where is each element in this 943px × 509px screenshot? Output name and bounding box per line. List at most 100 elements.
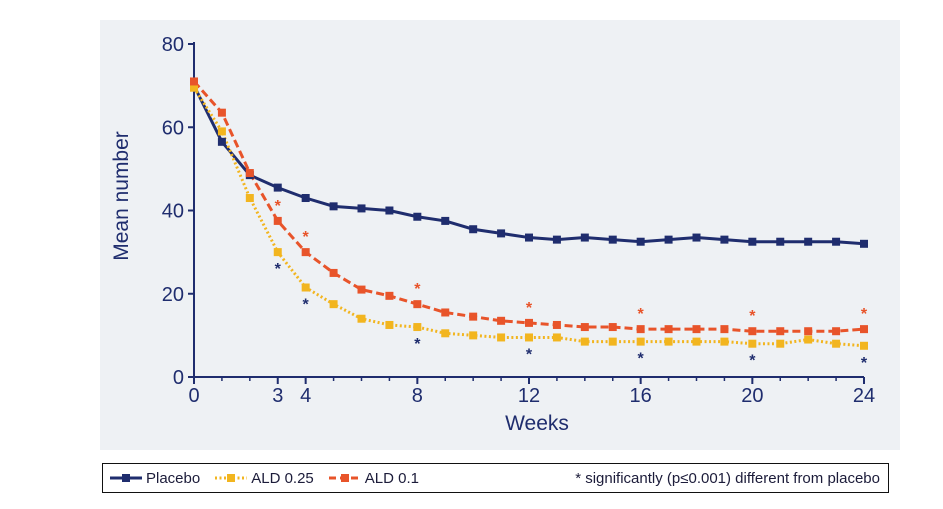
series-point-0 [469, 225, 478, 234]
series-point-2 [608, 323, 617, 332]
x-tick-label: 12 [518, 385, 540, 407]
y-tick-label: 40 [162, 201, 184, 223]
series-point-1 [552, 333, 561, 342]
series-point-1 [301, 283, 310, 292]
series-point-1 [664, 337, 673, 346]
series-point-1 [329, 300, 338, 309]
series-point-2 [469, 312, 478, 321]
significance-star-ald-025: * [414, 336, 421, 353]
series-point-2 [357, 285, 366, 294]
series-point-2 [385, 291, 394, 300]
series-point-1 [692, 337, 701, 346]
series-point-0 [497, 229, 506, 238]
series-point-0 [580, 233, 589, 242]
y-tick-label: 60 [162, 117, 184, 139]
series-point-0 [608, 235, 617, 244]
y-axis-label: Mean number [110, 131, 133, 261]
series-point-1 [608, 337, 617, 346]
significance-star-ald-025: * [275, 261, 282, 278]
series-point-0 [441, 216, 450, 225]
series-point-1 [441, 329, 450, 338]
series-line-0 [192, 84, 865, 246]
significance-star-ald-01: * [526, 300, 533, 317]
legend-label-placebo: Placebo [146, 469, 201, 487]
series-point-1 [525, 333, 533, 342]
legend-item-ald-025: ALD 0.25 [214, 470, 322, 487]
series-point-2 [804, 327, 813, 336]
series-point-2 [832, 327, 841, 336]
series-point-2 [636, 325, 645, 334]
series-point-2 [273, 216, 282, 225]
series-point-1 [469, 331, 478, 340]
series-point-1 [860, 341, 868, 350]
significance-star-ald-025: * [303, 297, 310, 314]
series-point-0 [776, 237, 785, 246]
significance-star-ald-01: * [303, 229, 310, 246]
series-point-0 [832, 237, 841, 246]
series-point-1 [385, 320, 394, 329]
series-point-0 [217, 137, 226, 146]
series-point-0 [636, 237, 645, 246]
series-point-2 [692, 325, 701, 334]
series-point-2 [748, 327, 757, 336]
series-point-0 [329, 202, 338, 211]
series-point-2 [580, 323, 589, 332]
series-point-2 [664, 325, 673, 334]
series-line-2 [192, 80, 865, 333]
series-point-0 [860, 239, 868, 248]
significance-star-ald-01: * [861, 306, 868, 323]
legend-swatch-placebo [110, 474, 142, 482]
legend-swatch-ald-01 [328, 474, 361, 482]
series-point-2 [720, 325, 729, 334]
x-tick-label: 20 [741, 385, 763, 407]
series-point-1 [720, 337, 729, 346]
legend-label-ald-025: ALD 0.25 [251, 469, 314, 487]
series-point-0 [301, 194, 310, 203]
series-point-1 [580, 337, 589, 346]
series-point-1 [190, 83, 198, 92]
x-tick-label: 8 [412, 385, 423, 407]
series-point-0 [357, 204, 366, 213]
series-point-0 [413, 212, 422, 221]
y-tick-label: 20 [162, 284, 184, 306]
series-point-0 [385, 206, 394, 215]
series-point-2 [441, 308, 450, 317]
series-point-2 [860, 325, 868, 334]
series-point-1 [776, 339, 785, 348]
significance-star-ald-01: * [275, 198, 282, 215]
legend-label-ald-01: ALD 0.1 [364, 469, 419, 487]
x-tick-label: 0 [188, 385, 199, 407]
significance-star-ald-01: * [414, 281, 421, 298]
series-point-0 [664, 235, 673, 244]
legend: Placebo ALD 0.25 ALD 0.1 * significantly… [102, 463, 889, 493]
series-point-1 [245, 194, 254, 203]
series-point-2 [329, 268, 338, 277]
series-point-2 [190, 77, 198, 86]
significance-star-ald-01: * [638, 306, 645, 323]
series-point-1 [748, 339, 757, 348]
y-tick-label: 0 [173, 367, 184, 389]
series-point-0 [804, 237, 813, 246]
series-point-1 [804, 335, 813, 344]
series-point-2 [525, 318, 533, 327]
series-point-2 [245, 169, 254, 178]
significance-star-ald-025: * [638, 351, 645, 368]
x-axis-label: Weeks [505, 412, 569, 435]
significance-star-ald-025: * [749, 353, 756, 370]
x-tick-label: 4 [300, 385, 311, 407]
series-point-2 [552, 320, 561, 329]
x-tick-label: 16 [630, 385, 652, 407]
series-point-0 [552, 235, 561, 244]
significance-star-ald-01: * [749, 308, 756, 325]
series-point-2 [497, 316, 506, 325]
axes: 0 20 40 60 80 0 3 4 8 12 16 20 24 [162, 34, 875, 407]
legend-item-ald-01: ALD 0.1 [328, 470, 427, 487]
significance-star-ald-025: * [526, 346, 533, 363]
series-point-1 [497, 333, 506, 342]
series-point-1 [273, 248, 282, 257]
series-point-2 [413, 300, 422, 309]
series-point-2 [217, 108, 226, 117]
significance-markers: * * * * * * * * * * * * * * [275, 198, 868, 372]
series-point-1 [636, 337, 645, 346]
